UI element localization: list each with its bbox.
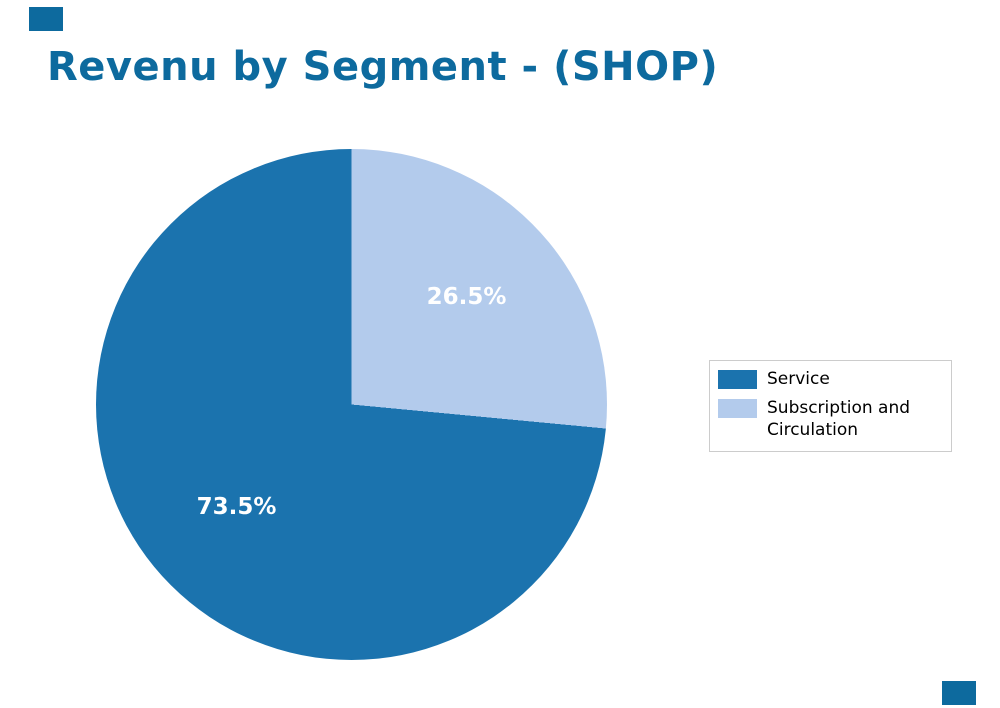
legend-label-service: Service (767, 369, 830, 389)
corner-mark-bottom-right (942, 681, 976, 705)
corner-mark-top-left (29, 7, 63, 31)
legend-swatch-service (718, 370, 757, 389)
slice-label-subscription: 26.5% (426, 284, 507, 311)
chart-title: Revenu by Segment - (SHOP) (47, 44, 719, 90)
legend: Service Subscription and Circulation (709, 360, 952, 452)
legend-item-service: Service (718, 369, 941, 390)
legend-swatch-subscription (718, 399, 757, 419)
slice-label-service: 73.5% (196, 493, 277, 520)
legend-label-subscription: Subscription and Circulation (767, 398, 911, 440)
legend-item-subscription: Subscription and Circulation (718, 398, 941, 441)
pie-chart: 26.5% 73.5% (96, 149, 607, 660)
